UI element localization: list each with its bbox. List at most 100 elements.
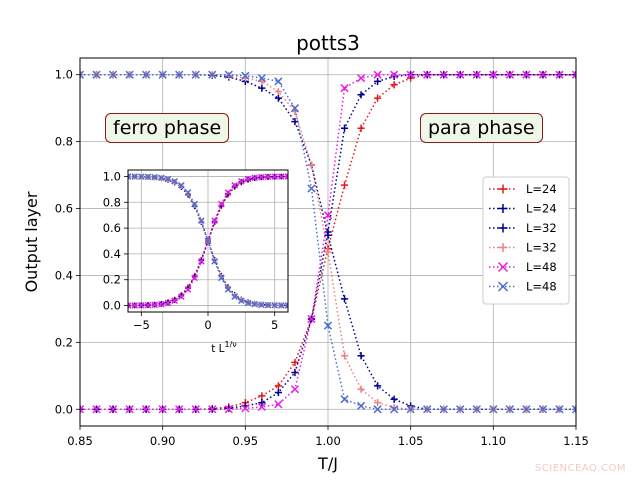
main-series-2-point	[274, 388, 282, 397]
inset-series-4-point	[258, 173, 265, 181]
main-series-4-point	[307, 314, 316, 324]
main-series-4-point	[439, 70, 448, 79]
inset-series-group	[128, 173, 288, 309]
main-series-5-point	[80, 70, 85, 79]
main-series-4-point	[257, 402, 266, 412]
inset-series-4-point	[251, 174, 258, 182]
inset-series-2-point	[128, 302, 131, 309]
main-y-tick-label: 1.0	[55, 68, 73, 82]
main-x-tick-label: 1.15	[563, 434, 589, 448]
main-series-5-point	[522, 405, 531, 414]
inset-x-tick-label: 0	[204, 318, 211, 332]
inset-series-4-point	[191, 274, 198, 282]
main-series-5-point	[340, 395, 349, 404]
legend-marker-5	[497, 281, 509, 292]
y-axis-label: Output layer	[22, 191, 41, 292]
main-series-5-point	[224, 70, 233, 79]
legend: L=24 L=24 L=32 L=32 L=48 L=48	[482, 176, 570, 305]
legend-label-2: L=32	[526, 221, 557, 235]
main-series-4-point	[224, 405, 233, 414]
main-series-1-point	[274, 94, 282, 102]
inset-plot-frame	[127, 169, 289, 313]
inset-series-4-point	[171, 297, 178, 305]
main-series-5-point	[472, 405, 481, 414]
main-plot-frame	[79, 57, 577, 427]
main-series-0-point	[291, 358, 299, 367]
inset-series-4-point	[128, 302, 132, 309]
legend-label-3: L=32	[526, 241, 557, 255]
main-series-4-point	[505, 70, 514, 79]
ferro-phase-annotation: ferro phase	[105, 113, 230, 143]
inset-series-4-point	[138, 302, 145, 309]
main-series-4-point	[125, 405, 134, 414]
main-series-2-point	[291, 368, 299, 377]
inset-series-5-point	[224, 286, 232, 293]
main-y-tick-label: 0.4	[55, 268, 73, 282]
inset-series-5-point	[204, 237, 212, 245]
inset-series-5-point	[158, 174, 165, 182]
main-series-5-point	[191, 70, 200, 79]
main-series-5-point	[555, 405, 564, 414]
inset-series-4-point	[284, 173, 288, 180]
main-x-tick-label: 1.10	[481, 434, 507, 448]
inset-series-5-point	[264, 301, 272, 309]
main-series-5-point	[208, 70, 217, 79]
main-series-4-point	[472, 70, 481, 79]
main-series-3-point	[324, 248, 332, 256]
inset-series-5-point	[258, 301, 265, 309]
main-series-4-point	[356, 73, 366, 83]
legend-marker-1	[498, 204, 508, 213]
main-series-1-point	[258, 84, 266, 92]
main-y-tick-label: 0.0	[55, 402, 73, 416]
inset-series-5-point	[278, 302, 285, 309]
inset-series-3-point	[128, 173, 131, 180]
main-series-5-point	[290, 104, 300, 113]
inset-y-tick-label: 0.8	[103, 195, 121, 209]
inset-series-5-point	[238, 297, 245, 305]
main-series-4-point	[555, 70, 564, 79]
main-series-4-point	[208, 405, 217, 414]
main-series-5-point	[307, 184, 316, 193]
inset-series-4-point	[244, 175, 252, 183]
legend-marker-4	[497, 261, 509, 273]
main-series-5-point	[406, 405, 415, 414]
main-series-4-point	[323, 211, 333, 220]
main-x-tick-label: 0.90	[150, 434, 176, 448]
inset-series-5-point	[211, 257, 218, 265]
main-series-0-point	[374, 94, 382, 102]
main-y-tick-label: 0.2	[55, 335, 73, 349]
inset-series-5-point	[184, 189, 192, 196]
main-series-0-point	[357, 124, 365, 132]
main-series-4-point	[538, 70, 548, 79]
inset-x-tick-label: −5	[133, 318, 150, 332]
main-series-3-point	[374, 398, 382, 407]
inset-series-4-point	[151, 301, 158, 309]
inset-series-4-point	[178, 293, 185, 300]
main-series-5-point	[125, 70, 134, 79]
main-series-group	[80, 70, 576, 414]
main-series-5-point	[241, 71, 250, 80]
main-series-5-point	[158, 70, 167, 79]
legend-marker-0	[498, 184, 508, 194]
main-series-1-point	[374, 382, 382, 390]
inset-series-4-point	[158, 300, 165, 308]
main-series-4-point	[142, 405, 151, 414]
main-series-4-point	[274, 400, 283, 409]
main-series-5-point	[538, 405, 548, 414]
legend-marker-3	[498, 243, 508, 252]
main-series-5-point	[390, 405, 399, 414]
main-series-4-point	[241, 404, 250, 413]
inset-series-5-point	[151, 173, 158, 181]
main-series-4-point	[406, 70, 415, 79]
inset-y-tick-label: 0.6	[103, 221, 121, 235]
main-series-4-point	[340, 83, 349, 93]
main-series-5-point	[142, 70, 151, 79]
inset-series-5-point	[244, 299, 252, 307]
main-x-tick-label: 1.00	[315, 434, 341, 448]
inset-series-5-point	[164, 175, 172, 183]
inset-y-tick-label: 1.0	[103, 169, 121, 183]
inset-series-4-point	[211, 217, 218, 225]
main-x-tick-label: 1.05	[398, 434, 424, 448]
main-series-5-point	[108, 70, 118, 79]
inset-series-5-point	[171, 177, 178, 185]
